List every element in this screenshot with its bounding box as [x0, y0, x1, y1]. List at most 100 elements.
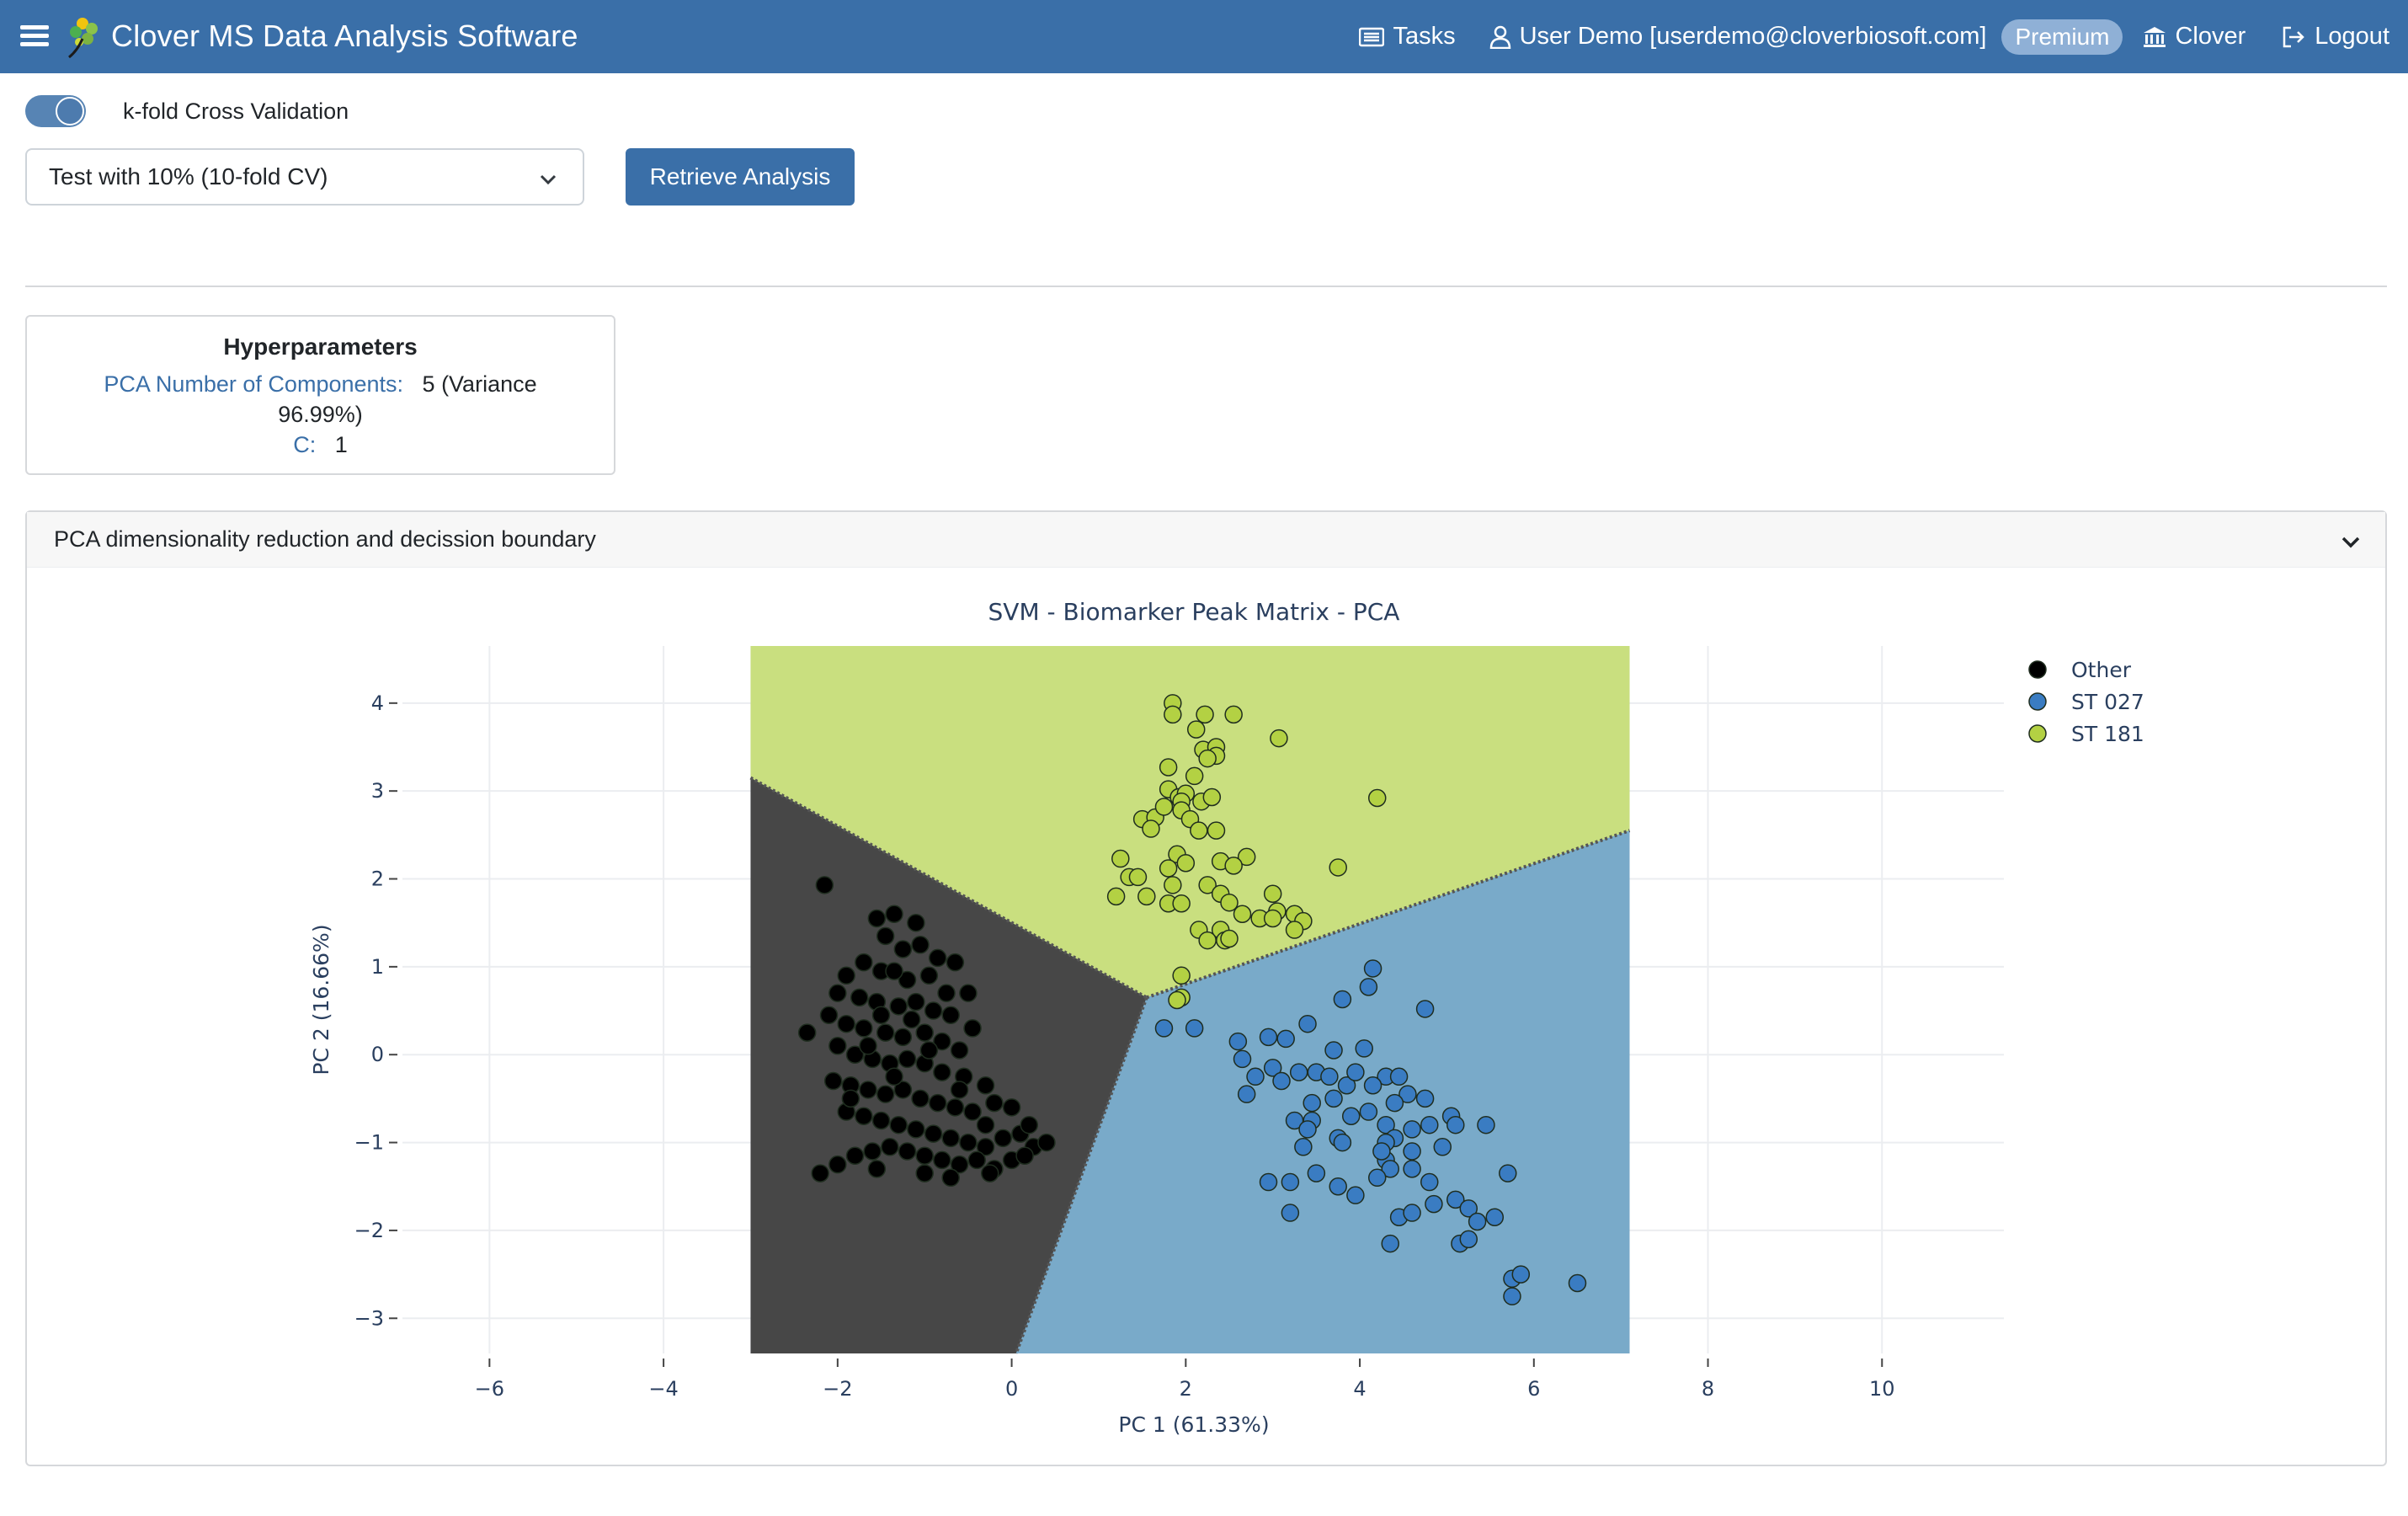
- data-point: [1259, 1172, 1278, 1192]
- data-point: [919, 1041, 939, 1060]
- data-point: [871, 1111, 891, 1130]
- data-point: [1385, 1093, 1404, 1113]
- nav-user-link[interactable]: User Demo [userdemo@cloverbiosoft.com]: [1489, 23, 1986, 51]
- data-point: [893, 1081, 913, 1099]
- data-point: [1276, 1029, 1295, 1049]
- chevron-down-icon: [540, 174, 557, 185]
- data-point: [1329, 858, 1347, 877]
- menu-icon[interactable]: [20, 24, 49, 49]
- data-point: [1198, 749, 1217, 768]
- data-point: [976, 1076, 995, 1095]
- pca-components-value: 5 (Variance: [422, 371, 537, 397]
- data-point: [1403, 1204, 1421, 1222]
- data-point: [1367, 788, 1387, 808]
- series-st-027: [1154, 959, 1587, 1305]
- data-point: [950, 1041, 969, 1060]
- data-point: [924, 1124, 943, 1143]
- data-point: [828, 1037, 847, 1055]
- data-point: [980, 1164, 999, 1182]
- data-point: [1503, 1287, 1521, 1305]
- data-point: [1346, 1186, 1365, 1204]
- test-split-select[interactable]: Test with 10% (10-fold CV): [25, 148, 584, 206]
- data-point: [937, 984, 956, 1002]
- data-point: [837, 1014, 855, 1033]
- data-point: [1459, 1199, 1478, 1218]
- y-tick-label: 2: [371, 867, 384, 891]
- data-point: [1164, 876, 1182, 894]
- data-point: [893, 940, 913, 958]
- data-point: [1359, 1102, 1378, 1121]
- data-point: [976, 1115, 995, 1134]
- data-point: [1172, 966, 1191, 985]
- chart-title: SVM - Biomarker Peak Matrix - PCA: [988, 598, 1400, 626]
- navbar-right: Tasks User Demo [userdemo@cloverbiosoft.…: [1359, 0, 2389, 73]
- cv-toggle-row: k-fold Cross Validation: [25, 95, 349, 127]
- c-param-row: C: 1: [27, 430, 614, 460]
- data-point: [1298, 1120, 1317, 1139]
- data-point: [1186, 720, 1206, 739]
- x-tick-label: 6: [1527, 1377, 1540, 1401]
- nav-logout-link[interactable]: Logout: [2281, 23, 2389, 51]
- data-point: [963, 1019, 982, 1038]
- data-point: [959, 984, 978, 1002]
- data-point: [1355, 1039, 1373, 1058]
- data-point: [1511, 1265, 1531, 1284]
- y-tick-label: −3: [354, 1306, 384, 1330]
- data-point: [876, 1023, 895, 1042]
- data-point: [1403, 1120, 1421, 1139]
- data-point: [837, 966, 855, 985]
- data-point: [915, 1164, 934, 1182]
- data-point: [1142, 819, 1160, 838]
- data-point: [902, 1010, 921, 1029]
- data-point: [1446, 1190, 1465, 1209]
- data-point: [915, 1023, 934, 1042]
- data-point: [1307, 1164, 1326, 1182]
- data-point: [867, 1160, 887, 1178]
- section-divider: [25, 286, 2387, 287]
- data-point: [1159, 859, 1178, 878]
- data-point: [1237, 847, 1256, 867]
- data-point: [950, 1155, 969, 1174]
- data-point: [1220, 929, 1239, 948]
- data-point: [881, 1138, 899, 1156]
- data-point: [863, 1142, 882, 1161]
- data-point: [1185, 1019, 1204, 1038]
- data-point: [828, 1155, 847, 1174]
- pca-accordion-header[interactable]: PCA dimensionality reduction and decissi…: [27, 512, 2385, 568]
- hyperparameters-title: Hyperparameters: [223, 334, 418, 360]
- data-point: [859, 1081, 877, 1099]
- hyperparameters-card: Hyperparameters PCA Number of Components…: [25, 315, 615, 475]
- retrieve-analysis-button[interactable]: Retrieve Analysis: [626, 148, 855, 206]
- data-point: [1263, 884, 1282, 904]
- data-point: [907, 913, 925, 932]
- data-point: [1220, 893, 1239, 912]
- data-point: [841, 1089, 860, 1108]
- data-point: [845, 1146, 865, 1165]
- premium-badge: Premium: [2001, 19, 2123, 55]
- cv-toggle-switch[interactable]: [25, 95, 86, 127]
- data-point: [1289, 1063, 1308, 1081]
- data-point: [1106, 887, 1126, 906]
- y-tick-label: 0: [371, 1043, 384, 1066]
- data-point: [941, 1168, 960, 1188]
- nav-clover-link[interactable]: Clover: [2143, 23, 2246, 51]
- data-point: [1137, 887, 1156, 906]
- data-point: [885, 905, 903, 924]
- data-point: [1196, 705, 1214, 724]
- data-point: [1285, 921, 1304, 939]
- data-point: [1389, 1067, 1409, 1086]
- x-tick-label: −2: [823, 1377, 852, 1401]
- legend-marker: [2028, 692, 2047, 711]
- data-point: [907, 1120, 925, 1139]
- data-point: [1270, 729, 1288, 748]
- nav-tasks-link[interactable]: Tasks: [1359, 23, 1456, 51]
- data-point: [1363, 1076, 1382, 1095]
- data-point: [946, 953, 965, 972]
- data-point: [845, 1045, 865, 1064]
- data-point: [1233, 1049, 1252, 1069]
- data-point: [924, 1001, 943, 1020]
- data-point: [1377, 1115, 1395, 1134]
- data-point: [1468, 1212, 1487, 1231]
- data-point: [1246, 1067, 1265, 1086]
- data-point: [876, 1085, 895, 1103]
